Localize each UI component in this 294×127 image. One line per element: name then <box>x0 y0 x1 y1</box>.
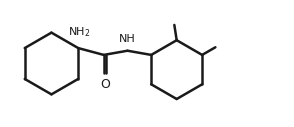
Text: NH$_2$: NH$_2$ <box>69 25 91 39</box>
Text: O: O <box>100 78 110 91</box>
Text: NH: NH <box>119 34 136 44</box>
